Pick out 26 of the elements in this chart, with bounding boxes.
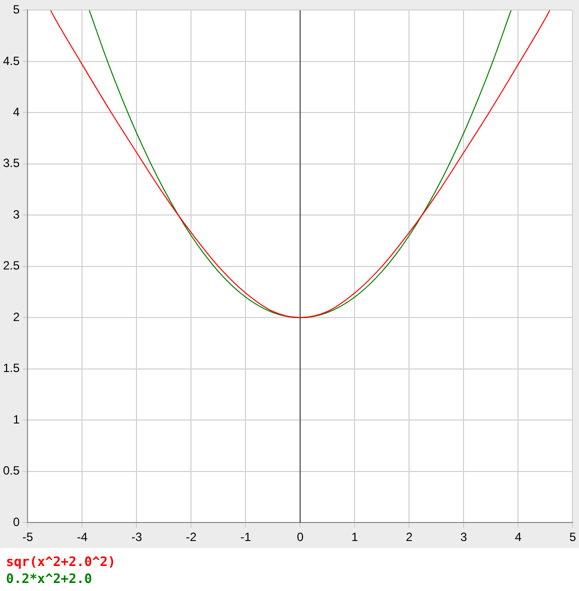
- y-tick-label: 2.5: [2, 258, 20, 273]
- line-series: [50, 10, 550, 318]
- y-tick-label: 2: [12, 310, 20, 324]
- x-tick-label: 0: [296, 530, 304, 544]
- x-tick-label: -4: [76, 530, 88, 544]
- y-tick-label: 3.5: [2, 156, 20, 170]
- y-tick-label: 5: [12, 2, 20, 17]
- x-tick-label: -5: [22, 530, 34, 544]
- y-tick-label: 3: [12, 207, 20, 222]
- x-tick-label: 5: [569, 530, 576, 544]
- y-tick-label: 0.5: [2, 464, 20, 478]
- y-tick-label: 1.5: [2, 361, 20, 376]
- x-tick-label: -1: [240, 530, 252, 544]
- y-tick-label: 1: [12, 412, 20, 426]
- x-tick-label: 4: [514, 530, 522, 544]
- x-tick-label: -2: [186, 530, 197, 544]
- y-tick-label: 4: [12, 104, 20, 119]
- x-tick-label: -3: [131, 530, 142, 544]
- text: sqr(x^2+2.0^2): [6, 554, 117, 571]
- text: 0.2*x^2+2.0: [6, 571, 94, 588]
- y-tick-label: 0: [12, 514, 20, 529]
- x-tick-label: 1: [351, 530, 358, 544]
- x-tick-label: 2: [406, 530, 413, 544]
- y-tick-label: 4.5: [2, 54, 20, 68]
- x-tick-label: 3: [460, 530, 468, 544]
- line-series: [88, 10, 512, 318]
